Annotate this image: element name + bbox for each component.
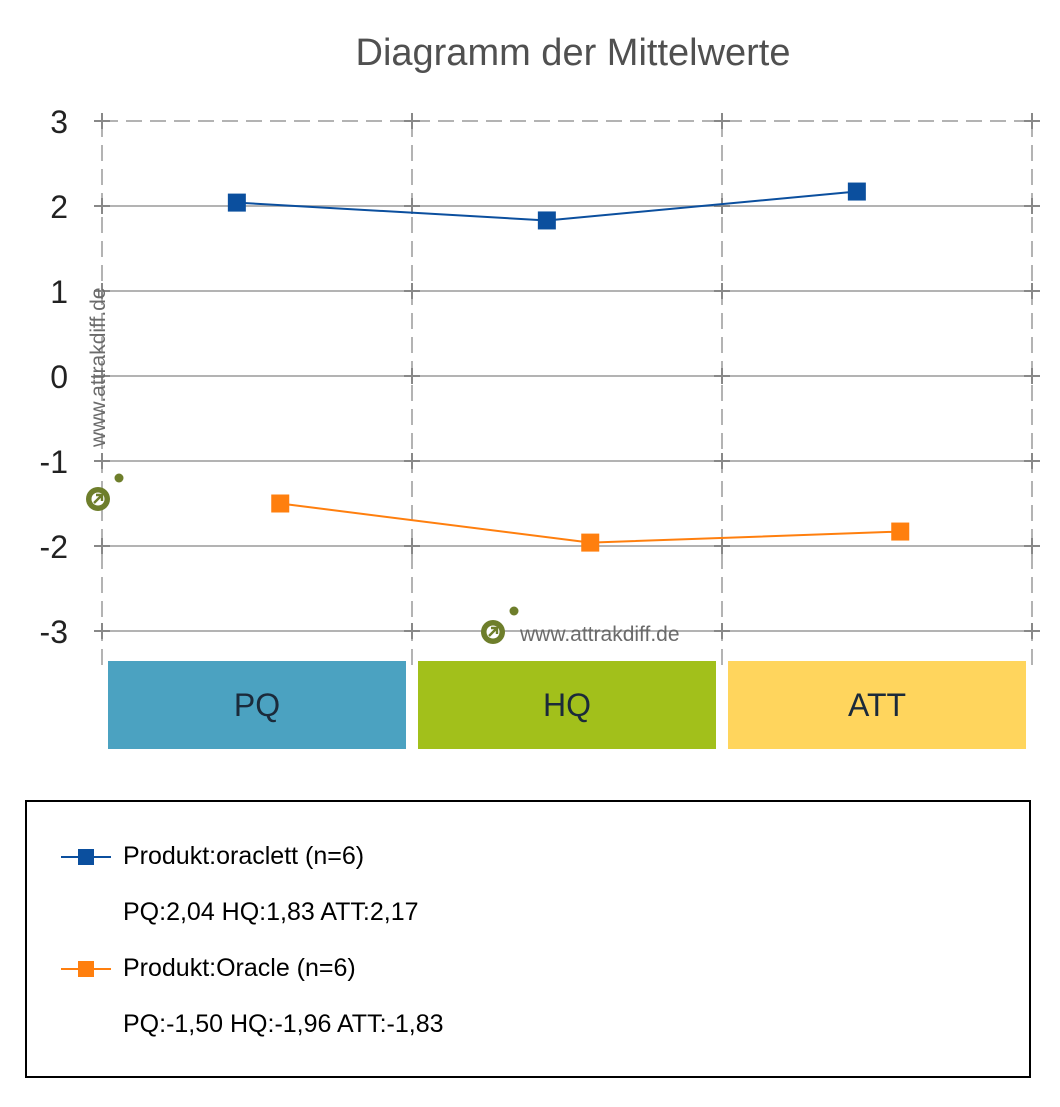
legend-entry-series-2: Produkt:Oracle (n=6) PQ:-1,50 HQ:-1,96 A… bbox=[61, 954, 961, 1054]
y-axis-ticks: 3 2 1 0 -1 -2 -3 bbox=[40, 104, 68, 650]
x-tick-label: ATT bbox=[848, 687, 906, 723]
category-bands: PQ HQ ATT bbox=[108, 661, 1026, 749]
legend-entry-series-1: Produkt:oraclett (n=6) PQ:2,04 HQ:1,83 A… bbox=[61, 842, 961, 942]
data-point bbox=[227, 193, 246, 212]
data-point bbox=[581, 533, 600, 552]
data-point bbox=[847, 182, 866, 201]
category-band-att bbox=[728, 661, 1026, 749]
data-point bbox=[891, 522, 910, 541]
series-lines bbox=[227, 182, 910, 552]
legend: Produkt:oraclett (n=6) PQ:2,04 HQ:1,83 A… bbox=[25, 800, 1031, 1078]
y-tick-label: 1 bbox=[50, 274, 68, 310]
legend-series-1-name: Produkt:oraclett (n=6) bbox=[123, 842, 365, 870]
legend-swatch-series-1 bbox=[61, 847, 111, 867]
attrakdiff-logo-icon bbox=[481, 606, 519, 644]
data-point bbox=[271, 494, 290, 513]
x-tick-label: PQ bbox=[234, 687, 280, 723]
legend-series-2-name: Produkt:Oracle (n=6) bbox=[123, 954, 356, 982]
watermark-text-vertical: www.attrakdiff.de bbox=[87, 287, 110, 448]
watermark-text: www.attrakdiff.de bbox=[519, 623, 680, 646]
y-tick-label: 2 bbox=[50, 189, 68, 225]
x-tick-label: HQ bbox=[543, 687, 591, 723]
y-tick-label: 3 bbox=[50, 104, 68, 140]
legend-series-2-values: PQ:-1,50 HQ:-1,96 ATT:-1,83 bbox=[123, 1010, 444, 1038]
y-tick-label: 0 bbox=[50, 359, 68, 395]
attrakdiff-logo-icon bbox=[86, 473, 124, 511]
watermarks: www.attrakdiff.de www.attrakdiff.de bbox=[86, 287, 680, 646]
grid bbox=[94, 113, 1040, 668]
mean-values-chart: Diagramm der Mittelwerte PQ HQ ATT 3 2 1 0 -1 -… bbox=[40, 32, 1040, 749]
chart-title: Diagramm der Mittelwerte bbox=[356, 32, 791, 74]
legend-swatch-series-2 bbox=[61, 959, 111, 979]
category-band-hq bbox=[418, 661, 716, 749]
legend-series-1-values: PQ:2,04 HQ:1,83 ATT:2,17 bbox=[123, 898, 419, 926]
y-tick-label: -1 bbox=[40, 444, 68, 480]
category-band-pq bbox=[108, 661, 406, 749]
data-point bbox=[537, 211, 556, 230]
y-tick-label: -2 bbox=[40, 529, 68, 565]
y-tick-label: -3 bbox=[40, 614, 68, 650]
